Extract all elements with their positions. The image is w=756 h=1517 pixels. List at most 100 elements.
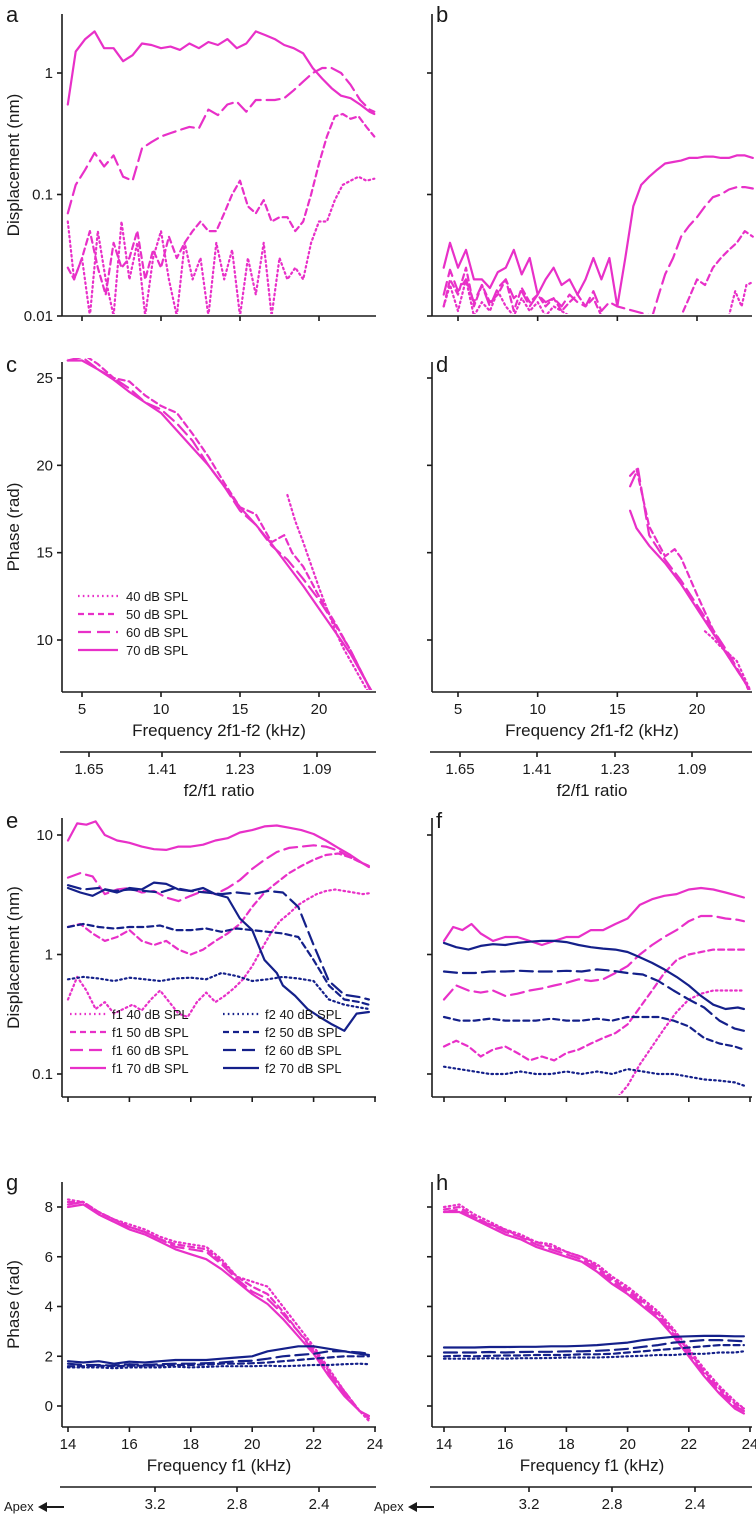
x-tick-label-g: 22 — [305, 1436, 322, 1453]
legend-label-e: f1 60 dB SPL — [112, 1043, 189, 1058]
series-d-40-db-spl — [703, 630, 752, 690]
apex-arrowhead-g — [38, 1502, 47, 1512]
panel-letter-g: g — [6, 1170, 18, 1195]
y-axis-label-e: Displacement (nm) — [4, 886, 23, 1029]
panel-f: f — [427, 808, 752, 1102]
secondary-tick-label-c: 1.23 — [225, 761, 254, 778]
series-h-f1-60-db-spl — [442, 1208, 746, 1413]
secondary-axis-label-c: f2/f1 ratio — [184, 781, 255, 800]
series-g-f1-70-db-spl — [66, 1203, 370, 1418]
panel-d: d 5 10 15 20 Frequency 2f1-f2 (kHz) 1.65 1.41 1.… — [427, 352, 752, 800]
y-tick-label-c: 25 — [36, 370, 53, 387]
panel-b: b — [427, 2, 754, 321]
series-e-f1-40-db-spl — [66, 888, 370, 1019]
panel-letter-d: d — [436, 352, 448, 377]
legend-label-e: f2 60 dB SPL — [265, 1043, 342, 1058]
x-tick-label-d: 20 — [689, 701, 706, 718]
series-h-f1-70-db-spl — [442, 1210, 746, 1415]
y-tick-label-g: 6 — [45, 1249, 53, 1266]
y-tick-label-c: 10 — [36, 632, 53, 649]
series-g-f1-60-db-spl — [66, 1200, 370, 1418]
panel-a: a 0.01 0.1 1 Displacement (nm) — [4, 2, 376, 325]
series-c-60-db-spl — [66, 358, 373, 690]
series-e-f2-50-db-spl — [66, 922, 370, 1006]
series-e-f2-40-db-spl — [66, 971, 370, 1011]
secondary-tick-label-h: 3.2 — [519, 1496, 540, 1513]
series-f-f1-70-db-spl — [442, 886, 746, 947]
series-h-f1-40-db-spl — [442, 1203, 746, 1410]
series-e-f1-50-db-spl — [66, 852, 370, 956]
x-tick-label-g: 24 — [367, 1436, 384, 1453]
apex-arrowhead-h — [408, 1502, 417, 1512]
series-h-f2-70-db-spl — [442, 1334, 746, 1349]
x-tick-label-h: 16 — [497, 1436, 514, 1453]
series-g-f2-60-db-spl — [66, 1350, 370, 1367]
panel-c: c 10 15 20 25 5 10 15 20 Phase (rad) Frequency 2f1… — [4, 352, 376, 800]
series-f-f1-40-db-spl — [618, 989, 746, 1095]
x-tick-label-h: 24 — [742, 1436, 756, 1453]
y-tick-label-e: 10 — [36, 827, 53, 844]
series-a-40-db-spl — [66, 175, 376, 314]
series-e-f1-60-db-spl — [66, 844, 370, 903]
panel-letter-c: c — [6, 352, 17, 377]
legend-label-e: f1 40 dB SPL — [112, 1007, 189, 1022]
series-g-f2-70-db-spl — [66, 1345, 370, 1365]
panel-letter-h: h — [436, 1170, 448, 1195]
x-axis-label-d: Frequency 2f1-f2 (kHz) — [505, 721, 679, 740]
secondary-tick-label-d: 1.65 — [445, 761, 474, 778]
series-f-f2-60-db-spl — [442, 968, 746, 1032]
panel-letter-f: f — [436, 808, 443, 833]
x-tick-label-g: 16 — [121, 1436, 138, 1453]
series-a-70-db-spl — [66, 30, 376, 116]
secondary-tick-label-g: 3.2 — [145, 1496, 166, 1513]
x-tick-label-d: 5 — [454, 701, 462, 718]
y-axis-label-g: Phase (rad) — [4, 1260, 23, 1349]
legend-label-e: f1 50 dB SPL — [112, 1025, 189, 1040]
series-e-f2-70-db-spl — [66, 881, 370, 1032]
x-tick-label-c: 5 — [78, 701, 86, 718]
x-tick-label-c: 20 — [311, 701, 328, 718]
y-tick-label-g: 2 — [45, 1348, 53, 1365]
legend-label-c: 60 dB SPL — [126, 625, 188, 640]
series-c-70-db-spl — [66, 359, 372, 690]
secondary-tick-label-d: 1.23 — [600, 761, 629, 778]
y-tick-label-a: 1 — [45, 65, 53, 82]
legend-label-c: 70 dB SPL — [126, 643, 188, 658]
series-f-f2-70-db-spl — [442, 939, 746, 1011]
x-axis-label-g: Frequency f1 (kHz) — [147, 1456, 292, 1475]
apex-label-h: Apex — [374, 1499, 404, 1514]
legend-label-c: 50 dB SPL — [126, 607, 188, 622]
panel-h: h 14 16 18 20 22 24 Frequency f1 (kHz) 3.2 2.8 2.4… — [374, 1170, 756, 1517]
y-axis-label-a: Displacement (nm) — [4, 94, 23, 237]
x-tick-label-g: 18 — [182, 1436, 199, 1453]
series-d-70-db-spl — [628, 509, 751, 690]
x-tick-label-g: 14 — [60, 1436, 77, 1453]
series-h-f2-40-db-spl — [442, 1350, 746, 1360]
y-tick-label-c: 15 — [36, 545, 53, 562]
x-tick-label-h: 18 — [558, 1436, 575, 1453]
series-b-60-db-spl — [442, 186, 754, 314]
panel-letter-a: a — [6, 2, 19, 27]
x-tick-label-d: 15 — [609, 701, 626, 718]
panel-letter-b: b — [436, 2, 448, 27]
y-tick-label-c: 20 — [36, 457, 53, 474]
legend-label-e: f2 70 dB SPL — [265, 1061, 342, 1076]
series-d-60-db-spl — [628, 467, 751, 690]
series-c-50-db-spl — [67, 358, 373, 690]
series-g-f1-50-db-spl — [66, 1200, 370, 1420]
secondary-tick-label-g: 2.4 — [309, 1496, 330, 1513]
x-axis-label-h: Frequency f1 (kHz) — [520, 1456, 665, 1475]
series-f-f2-40-db-spl — [442, 1065, 746, 1087]
legend-label-e: f1 70 dB SPL — [112, 1061, 189, 1076]
series-f-f1-50-db-spl — [442, 948, 746, 1062]
series-b-40-db-spl — [442, 278, 754, 314]
x-tick-label-h: 14 — [436, 1436, 453, 1453]
apex-label-g: Apex — [4, 1499, 34, 1514]
series-e-f1-70-db-spl — [66, 820, 370, 869]
x-tick-label-c: 10 — [153, 701, 170, 718]
y-tick-label-a: 0.01 — [24, 308, 53, 325]
secondary-tick-label-c: 1.09 — [302, 761, 331, 778]
x-tick-label-d: 10 — [529, 701, 546, 718]
